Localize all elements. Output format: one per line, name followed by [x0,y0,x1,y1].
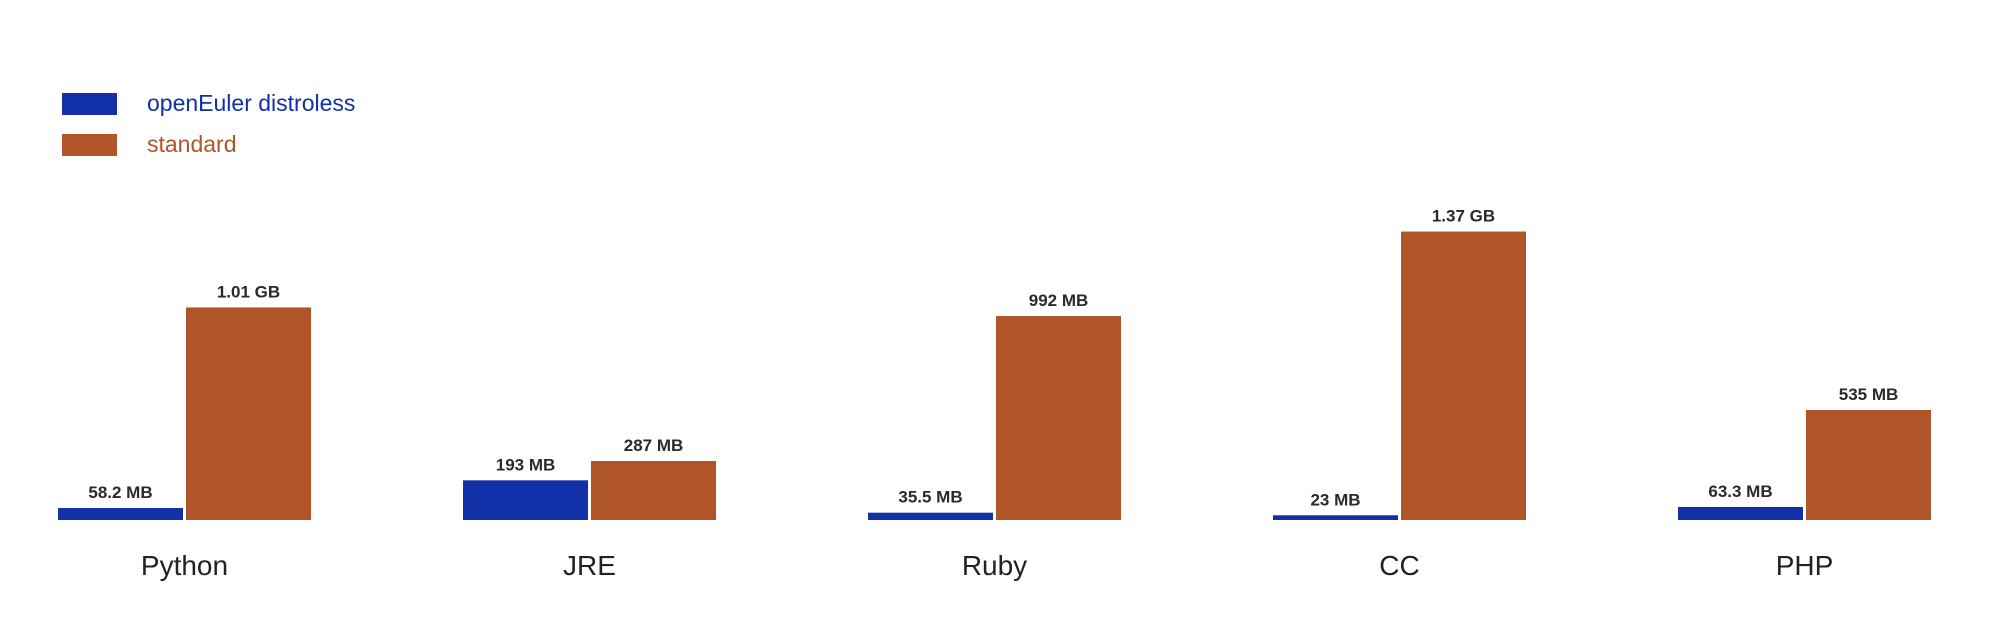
bar-cc-distroless [1273,515,1398,520]
legend-item-standard: standard [62,131,237,158]
bar-python-standard [186,307,311,520]
legend-swatch-distroless [62,92,117,115]
bar-cc-standard [1401,231,1526,520]
legend-label-distroless: openEuler distroless [147,90,356,116]
data-label-jre-distroless: 193 MB [496,455,556,474]
category-label-ruby: Ruby [962,550,1027,581]
category-label-php: PHP [1776,550,1834,581]
legend-swatch-standard [62,133,117,156]
data-label-cc-distroless: 23 MB [1310,490,1360,509]
legend: openEuler distroless standard [0,0,420,170]
data-label-python-standard: 1.01 GB [217,282,280,301]
data-label-python-distroless: 58.2 MB [88,483,152,502]
bar-jre-standard [591,460,716,520]
bar-ruby-distroless [868,512,993,520]
category-label-cc: CC [1379,550,1419,581]
data-label-ruby-standard: 992 MB [1029,291,1089,310]
category-label-jre: JRE [563,550,616,581]
bar-ruby-standard [996,316,1121,520]
bar-python-distroless [58,508,183,520]
bar-php-standard [1806,410,1931,520]
bar-jre-distroless [463,480,588,520]
bar-php-distroless [1678,506,1803,520]
data-label-ruby-distroless: 35.5 MB [898,488,962,507]
data-label-php-standard: 535 MB [1839,385,1899,404]
legend-item-distroless: openEuler distroless [62,90,355,117]
category-label-python: Python [141,550,228,581]
legend-label-standard: standard [147,131,237,157]
data-label-cc-standard: 1.37 GB [1432,207,1495,226]
data-label-jre-standard: 287 MB [624,436,684,455]
data-label-php-distroless: 63.3 MB [1708,482,1772,501]
